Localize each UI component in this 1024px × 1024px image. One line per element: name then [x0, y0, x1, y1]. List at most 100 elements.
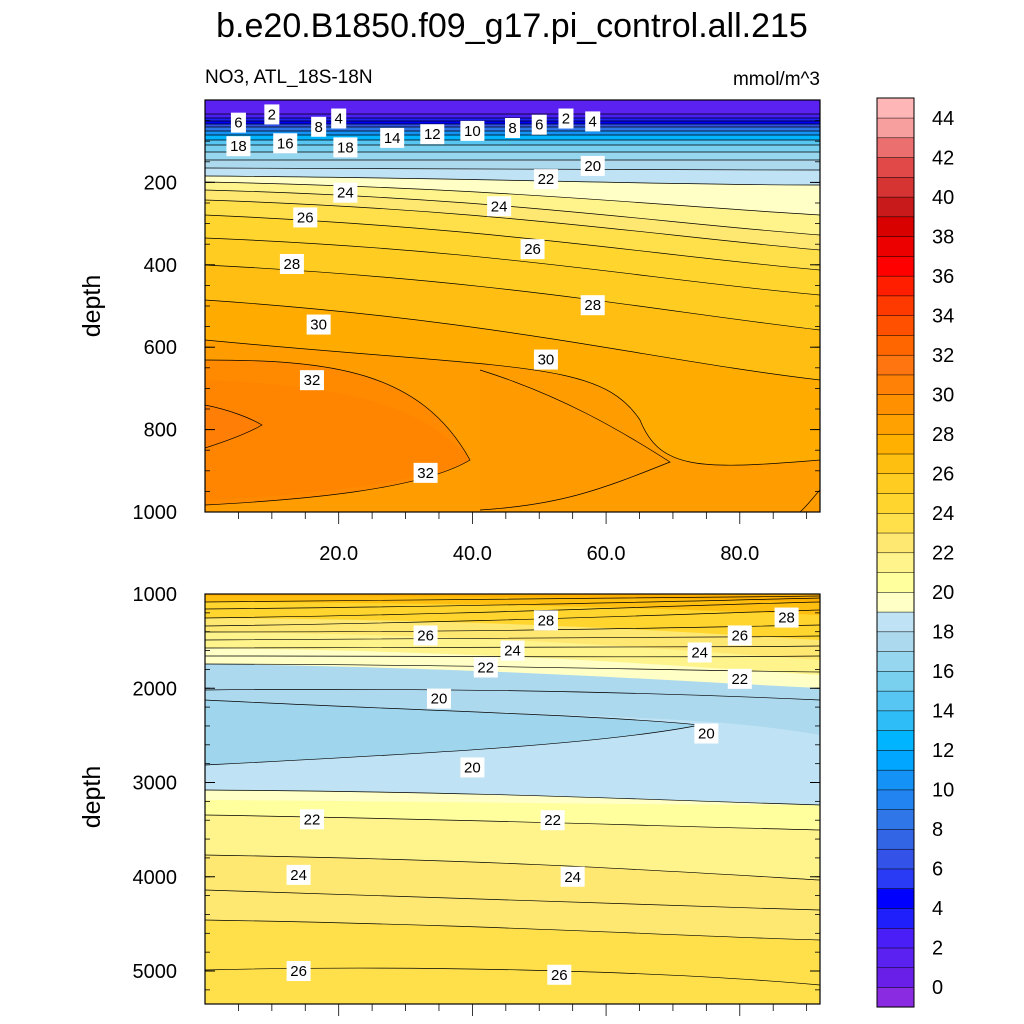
x-tick-label: 60.0	[587, 543, 626, 565]
upper-contour-label: 14	[380, 127, 405, 148]
colorbar-swatch	[876, 433, 915, 455]
svg-text:24: 24	[337, 185, 354, 202]
upper-y-tick-label: 1000	[133, 502, 178, 524]
colorbar-swatch	[876, 749, 915, 771]
colorbar-swatch	[876, 157, 915, 178]
svg-text:26: 26	[551, 967, 568, 984]
upper-contour-label: 28	[279, 253, 304, 274]
colorbar-swatch	[876, 453, 915, 475]
svg-text:26: 26	[731, 627, 748, 644]
upper-contour-label: 8	[311, 116, 327, 137]
upper-contour-label: 26	[520, 239, 545, 260]
colorbar-swatch	[876, 394, 915, 415]
colorbar-tick-label: 14	[932, 701, 954, 723]
colorbar-swatch	[876, 828, 915, 850]
colorbar-swatch	[876, 176, 915, 198]
upper-contour-label: 2	[264, 104, 280, 125]
upper-contour-label: 20	[580, 155, 605, 176]
colorbar-swatch	[876, 97, 915, 119]
colorbar-swatch	[876, 374, 915, 395]
colorbar-tick-label: 44	[932, 108, 954, 130]
colorbar-swatch	[876, 196, 915, 218]
lower-contour-label: 28	[533, 610, 558, 631]
svg-text:4: 4	[589, 113, 597, 130]
colorbar-swatch	[876, 532, 915, 554]
colorbar-tick-label: 12	[932, 740, 954, 762]
svg-text:10: 10	[464, 123, 481, 140]
svg-text:24: 24	[491, 198, 508, 215]
colorbar-swatch	[876, 334, 915, 356]
colorbar-tick-label: 18	[932, 622, 954, 644]
colorbar: 0246810121416182022242628303234363840424…	[876, 97, 954, 1008]
colorbar-swatch	[876, 710, 915, 731]
upper-contour-lines	[205, 113, 820, 512]
svg-text:4: 4	[335, 111, 343, 128]
lower-contour-label: 26	[727, 625, 752, 646]
svg-text:2: 2	[562, 111, 570, 128]
colorbar-swatch	[876, 631, 915, 652]
colorbar-tick-label: 36	[932, 266, 954, 288]
colorbar-swatch	[876, 690, 915, 712]
svg-text:18: 18	[337, 139, 354, 156]
svg-text:24: 24	[290, 867, 307, 884]
colorbar-swatch	[876, 986, 915, 1008]
colorbar-swatch	[876, 611, 915, 633]
svg-text:8: 8	[314, 119, 322, 136]
svg-text:28: 28	[284, 256, 301, 273]
upper-contour-label: 24	[487, 196, 512, 217]
lower-y-tick-label: 2000	[133, 678, 178, 700]
colorbar-swatch	[876, 216, 915, 237]
upper-contour-label: 32	[413, 462, 438, 483]
colorbar-swatch	[876, 730, 915, 751]
colorbar-swatch	[876, 868, 915, 889]
svg-text:12: 12	[424, 126, 441, 143]
upper-contour-label: 4	[331, 108, 347, 129]
upper-y-tick-label: 800	[144, 420, 177, 442]
lower-contour-label: 24	[286, 864, 311, 885]
colorbar-tick-label: 26	[932, 463, 954, 485]
colorbar-tick-label: 10	[932, 780, 954, 802]
lower-contour-label: 20	[426, 688, 451, 709]
svg-text:28: 28	[778, 610, 795, 627]
colorbar-swatch	[876, 236, 915, 257]
svg-text:24: 24	[504, 643, 521, 660]
colorbar-swatch	[876, 888, 915, 909]
colorbar-tick-label: 16	[932, 661, 954, 683]
colorbar-swatch	[876, 789, 915, 810]
svg-text:22: 22	[304, 811, 321, 828]
svg-text:26: 26	[417, 627, 434, 644]
colorbar-swatch	[876, 572, 915, 593]
upper-contour-label: 8	[505, 118, 520, 139]
svg-text:28: 28	[538, 612, 555, 629]
colorbar-tick-label: 24	[932, 503, 954, 525]
colorbar-swatch	[876, 769, 915, 791]
svg-text:28: 28	[584, 297, 601, 314]
colorbar-swatch	[876, 295, 915, 316]
lower-contour-label: 20	[460, 757, 485, 778]
lower-contour-label: 22	[540, 810, 565, 831]
svg-text:2: 2	[268, 106, 276, 123]
svg-text:26: 26	[524, 241, 541, 258]
lower-y-tick-label: 4000	[133, 867, 178, 889]
lower-contour-label: 22	[473, 657, 498, 678]
svg-text:32: 32	[417, 465, 434, 482]
upper-contour-fill	[205, 100, 820, 512]
upper-axes: 200 400 600 800 1000 20.0 40.0 60.0 80.0	[133, 99, 820, 565]
svg-text:22: 22	[477, 660, 494, 677]
colorbar-tick-label: 8	[932, 819, 943, 841]
colorbar-swatch	[876, 848, 915, 870]
colorbar-swatch	[876, 354, 915, 376]
colorbar-tick-label: 40	[932, 187, 954, 209]
colorbar-swatch	[876, 492, 915, 514]
svg-text:26: 26	[297, 209, 314, 226]
colorbar-swatch	[876, 255, 915, 277]
colorbar-swatch	[876, 137, 915, 158]
colorbar-swatch	[876, 552, 915, 573]
colorbar-tick-label: 22	[932, 543, 954, 565]
lower-y-tick-label: 3000	[133, 773, 178, 795]
svg-text:20: 20	[584, 158, 601, 175]
svg-text:20: 20	[464, 759, 481, 776]
upper-contour-label: 2	[558, 108, 574, 129]
